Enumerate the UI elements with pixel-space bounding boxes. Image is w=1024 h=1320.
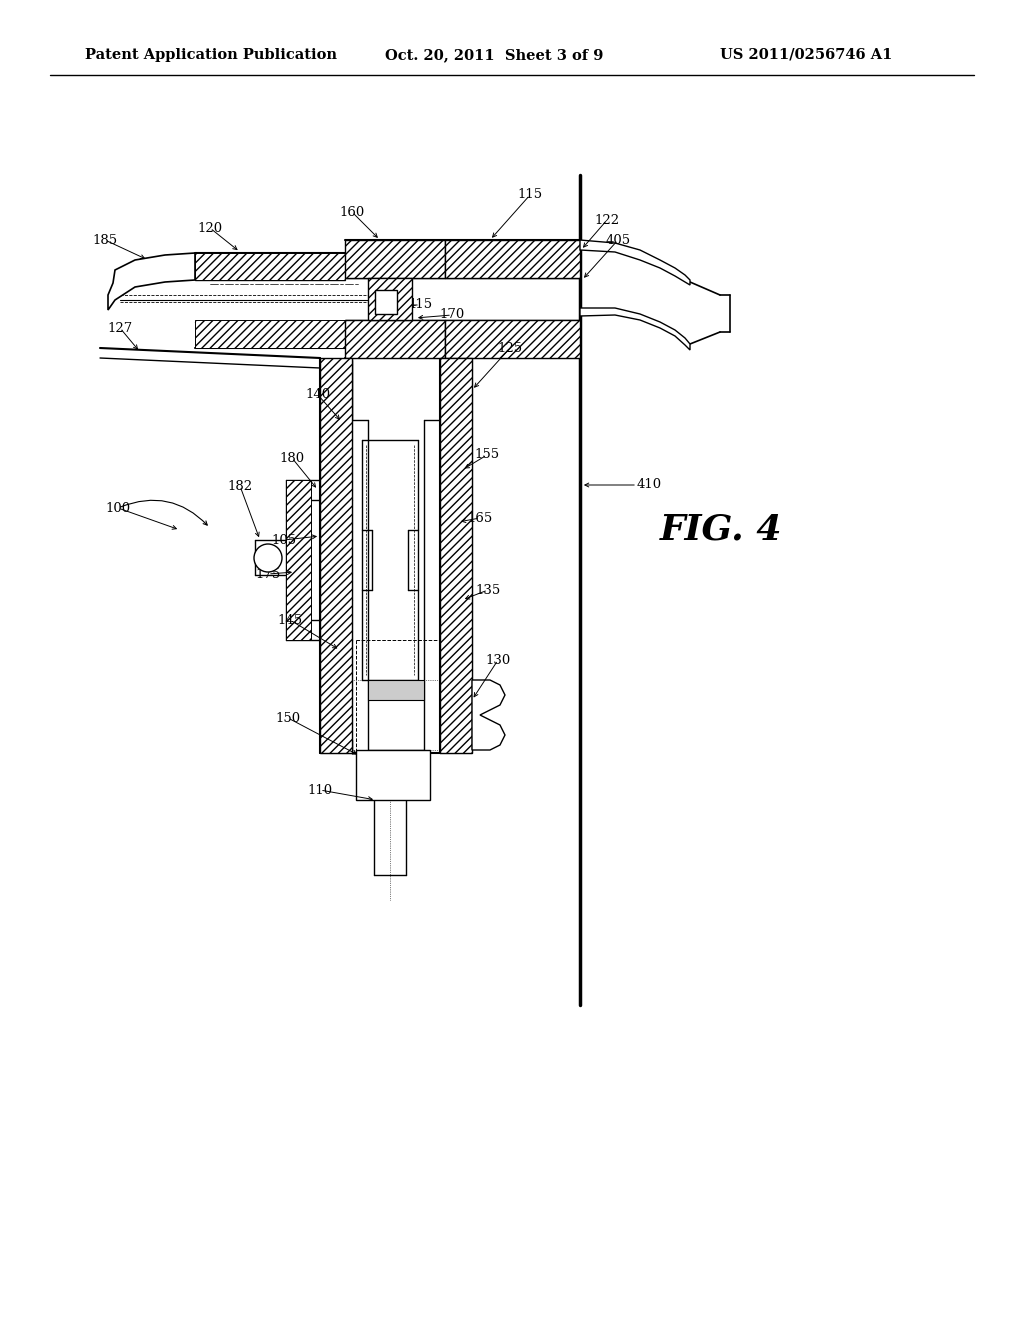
Bar [345, 240, 445, 279]
Text: 160: 160 [339, 206, 365, 219]
Bar [286, 480, 311, 640]
Text: FIG. 4: FIG. 4 [660, 513, 782, 546]
Bar [319, 358, 352, 752]
Text: 127: 127 [108, 322, 133, 334]
Text: 135: 135 [475, 583, 501, 597]
Bar [445, 319, 580, 358]
Bar [195, 319, 345, 348]
Text: 415: 415 [408, 298, 432, 312]
Text: 175: 175 [255, 568, 281, 581]
Polygon shape [580, 308, 690, 350]
Text: 125: 125 [498, 342, 522, 355]
Text: 145: 145 [278, 614, 302, 627]
Text: 120: 120 [198, 222, 222, 235]
Bar [345, 319, 445, 358]
Text: 105: 105 [271, 533, 297, 546]
Text: 185: 185 [92, 234, 118, 247]
Text: 165: 165 [467, 511, 493, 524]
Text: 140: 140 [305, 388, 331, 401]
Text: Patent Application Publication: Patent Application Publication [85, 48, 337, 62]
Text: 110: 110 [307, 784, 333, 796]
Bar [368, 279, 412, 319]
Text: 155: 155 [474, 449, 500, 462]
Polygon shape [108, 253, 195, 310]
Polygon shape [580, 240, 690, 285]
Bar [440, 358, 472, 752]
Bar [356, 750, 430, 800]
Text: 130: 130 [485, 653, 511, 667]
Bar [445, 240, 580, 279]
Text: Oct. 20, 2011  Sheet 3 of 9: Oct. 20, 2011 Sheet 3 of 9 [385, 48, 603, 62]
Text: 410: 410 [637, 479, 663, 491]
Text: 182: 182 [227, 479, 253, 492]
Text: 115: 115 [517, 189, 543, 202]
Text: 170: 170 [439, 309, 465, 322]
Text: US 2011/0256746 A1: US 2011/0256746 A1 [720, 48, 892, 62]
Circle shape [254, 544, 282, 572]
Text: 150: 150 [275, 711, 301, 725]
Text: 405: 405 [605, 234, 631, 247]
Bar [356, 750, 430, 800]
Text: 180: 180 [280, 451, 304, 465]
Polygon shape [472, 680, 505, 750]
Bar [368, 680, 424, 700]
Text: 122: 122 [595, 214, 620, 227]
Bar [195, 253, 345, 280]
Bar [375, 290, 397, 314]
Text: 100: 100 [105, 502, 131, 515]
